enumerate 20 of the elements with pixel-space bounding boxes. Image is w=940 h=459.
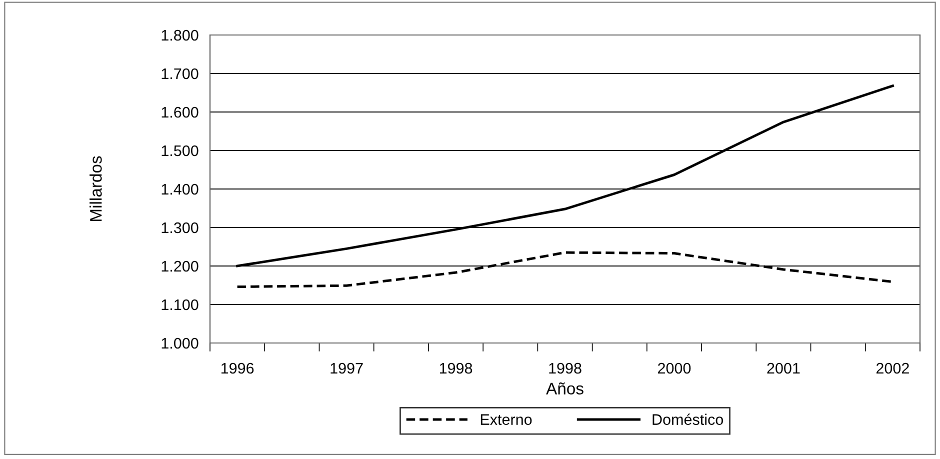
- x-axis-title: Años: [546, 382, 584, 394]
- y-tick-label: 1.000: [162, 338, 198, 349]
- y-tick-label: 1.700: [162, 68, 198, 80]
- legend-label: Doméstico: [652, 414, 724, 425]
- y-tick-label: 1.100: [162, 299, 198, 310]
- x-tick-label: 2001: [767, 362, 800, 374]
- y-tick-label: 1.200: [162, 260, 198, 272]
- x-tick-label: 1998: [549, 362, 582, 374]
- x-tick-label: 2002: [876, 362, 909, 374]
- y-tick-label: 1.400: [162, 184, 198, 195]
- y-tick-label: 1.600: [162, 106, 198, 118]
- x-tick-label: 1997: [330, 362, 363, 374]
- y-tick-label: 1.500: [162, 145, 198, 156]
- y-tick-label: 1.800: [162, 30, 198, 41]
- x-tick-label: 1996: [221, 362, 254, 374]
- y-axis-title: Millardos: [90, 156, 102, 221]
- x-tick-label: 2000: [658, 362, 691, 374]
- y-tick-label: 1.300: [162, 222, 198, 234]
- legend-label: Externo: [480, 414, 532, 425]
- x-tick-label: 1998: [440, 362, 472, 374]
